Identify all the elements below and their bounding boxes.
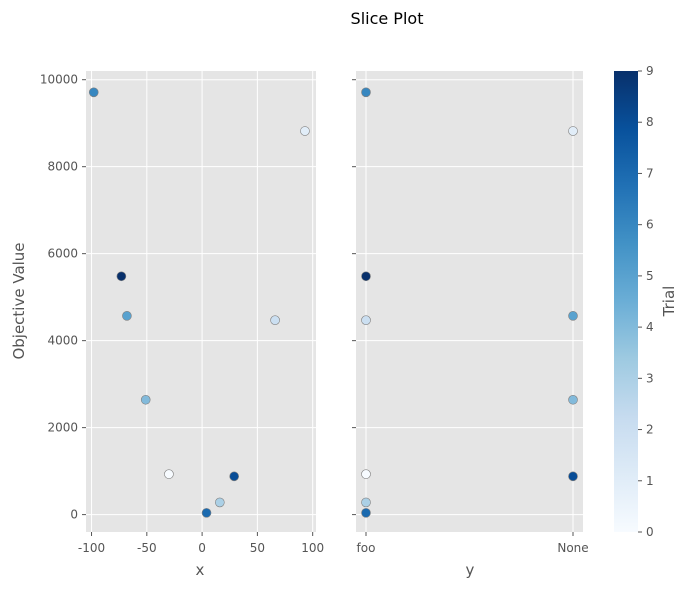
data-point: Trial 3 <box>361 497 371 508</box>
y-tick-label: 0 <box>70 508 78 522</box>
data-point: Trial 8 <box>229 471 239 482</box>
panel-x-xlabel: x <box>196 561 205 579</box>
data-point: Trial 4 <box>140 394 151 405</box>
colorbar-tick-label: 3 <box>646 371 654 385</box>
colorbar-tick-label: 6 <box>646 218 654 232</box>
data-point: Trial 0 <box>361 469 371 479</box>
data-point: Trial 6 <box>88 87 99 98</box>
x-tick-label: 50 <box>250 541 265 555</box>
data-point: Trial 1 <box>300 126 310 136</box>
data-point: Trial 5 <box>122 311 132 321</box>
colorbar-tick-label: 4 <box>646 320 654 334</box>
data-point: Trial 6 <box>361 87 371 98</box>
colorbar <box>614 71 638 532</box>
data-point: Trial 5 <box>568 311 578 321</box>
data-point: Trial 0 <box>164 469 174 479</box>
x-tick-label: foo <box>357 541 376 555</box>
colorbar-tick-label: 9 <box>646 64 654 78</box>
y-tick-label: 8000 <box>47 160 78 174</box>
colorbar-tick-label: 8 <box>646 115 654 129</box>
colorbar-tick-label: 5 <box>646 269 654 283</box>
x-tick-label: None <box>557 541 588 555</box>
colorbar-tick-label: 7 <box>646 166 654 180</box>
data-point: Trial 3 <box>214 497 225 508</box>
chart-title: Slice Plot <box>351 9 424 28</box>
data-point: Trial 2 <box>361 315 371 326</box>
x-tick-label: -50 <box>137 541 157 555</box>
y-axis-label: Objective Value <box>10 242 28 359</box>
data-point: Trial 9 <box>116 271 127 282</box>
panel-y-background <box>356 71 583 532</box>
y-tick-label: 4000 <box>47 334 78 348</box>
panel-x: 0 2000 4000 6000 8000 10000 -100 -50 0 50 100 Tria… <box>40 71 324 555</box>
colorbar-tick-label: 0 <box>646 525 654 539</box>
y-tick-label: 10000 <box>40 73 78 87</box>
x-tick-label: -100 <box>78 541 105 555</box>
data-point: Trial 4 <box>568 394 578 405</box>
colorbar-label: Trial <box>660 286 678 318</box>
data-point: Trial 2 <box>270 315 280 326</box>
x-tick-label: 100 <box>301 541 324 555</box>
data-point: Trial 7 <box>201 508 212 518</box>
y-tick-label: 2000 <box>47 421 78 435</box>
y-tick-label: 6000 <box>47 247 78 261</box>
data-point: Trial 8 <box>568 471 578 482</box>
data-point: Trial 1 <box>568 126 578 136</box>
x-tick-label: 0 <box>198 541 206 555</box>
colorbar-tick-label: 2 <box>646 423 654 437</box>
panel-y-xlabel: y <box>466 561 475 579</box>
data-point: Trial 7 <box>361 508 371 518</box>
panel-x-background <box>86 71 316 532</box>
data-point: Trial 9 <box>361 271 371 282</box>
colorbar-tick-label: 1 <box>646 474 654 488</box>
panel-y: foo None Trial 0Trial 1Trial 2Trial 3Tria… <box>352 71 589 555</box>
